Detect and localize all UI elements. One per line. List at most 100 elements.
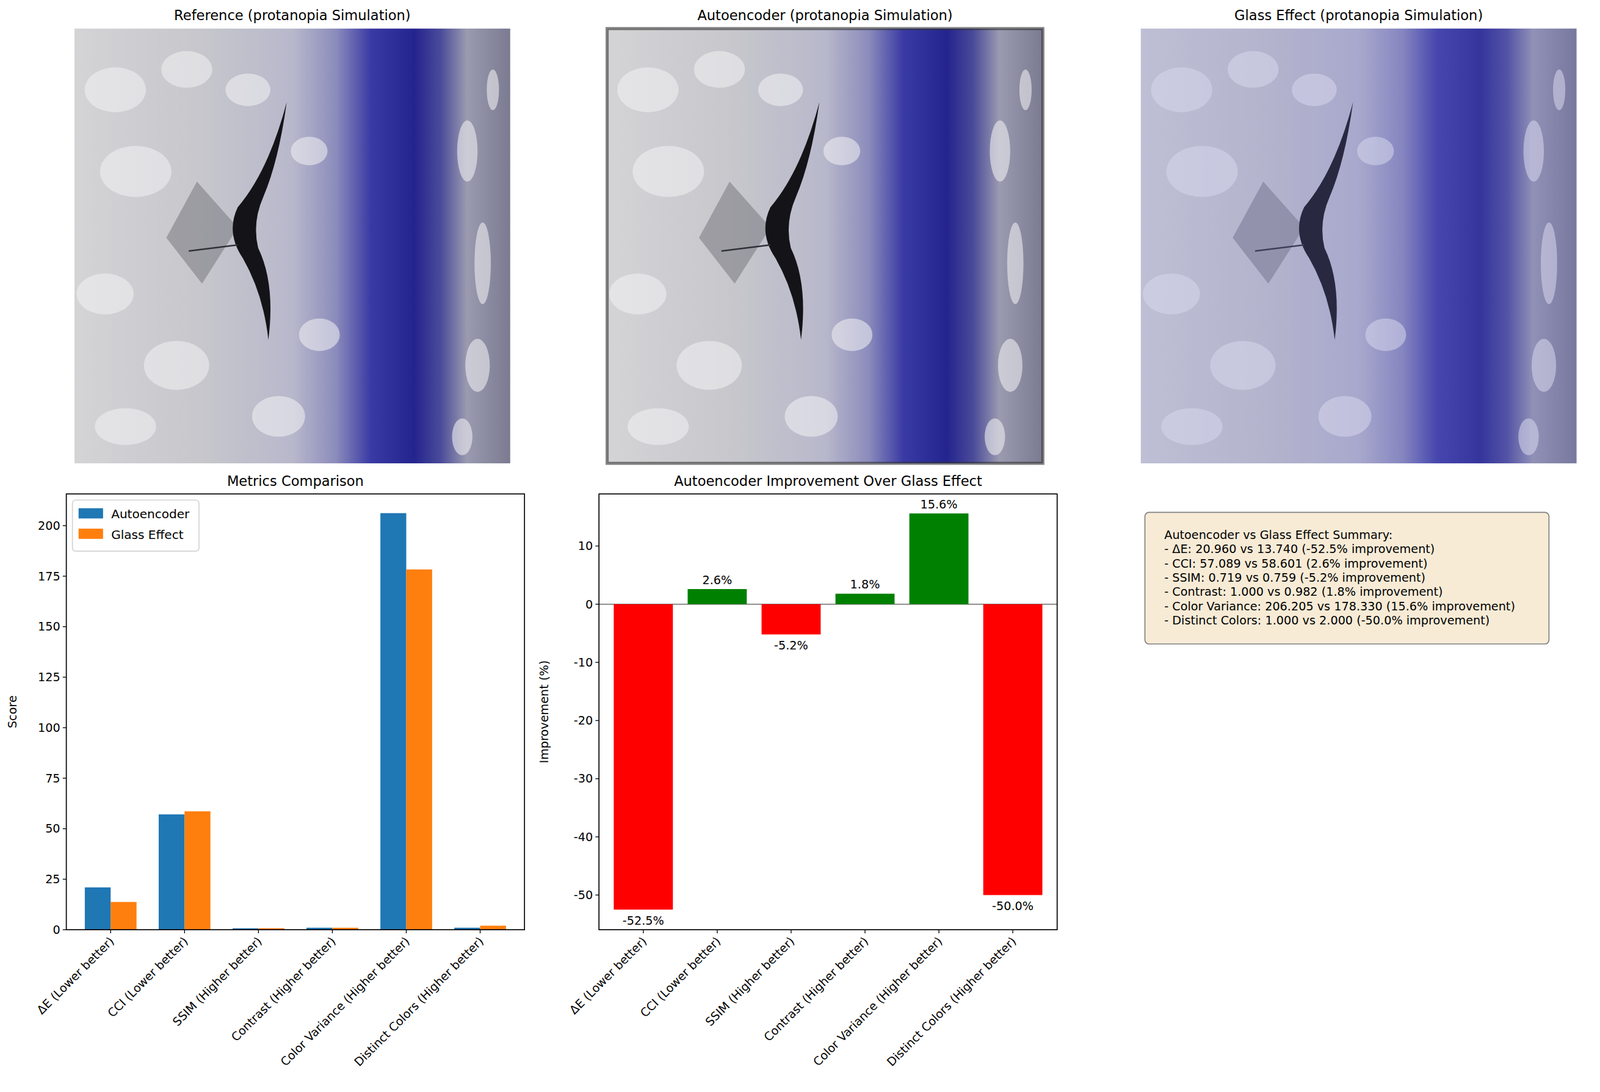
image-cloud [784,396,838,438]
bar [983,604,1043,896]
bar [761,604,822,635]
y-tick-label: 50 [45,821,60,836]
y-tick [595,603,599,605]
image-rock [465,338,490,392]
y-tick-label: 150 [37,619,61,634]
y-tick [62,777,67,779]
summary-line: - CCI: 57.089 vs 58.601 (2.6% improvemen… [1164,556,1428,571]
image-title: Glass Effect (protanopia Simulation) [1234,7,1483,24]
image-cloud [632,145,704,198]
y-tick [62,676,67,678]
image-cloud [694,51,746,88]
image-panel [74,28,511,464]
image-background [607,28,1044,464]
image-ray [232,101,287,341]
legend-label: Autoencoder [111,506,190,522]
image-ray [765,101,820,341]
legend-label: Glass Effect [111,527,184,543]
x-tick [332,929,333,934]
x-tick [642,929,644,934]
image-cloud [225,73,271,107]
image-title: Reference (protanopia Simulation) [173,7,411,24]
image-cloud [758,73,804,107]
x-tick-label: Distinct Colors (Higher better) [351,933,487,1069]
data-label: -50.0% [991,899,1034,914]
summary-line: - Color Variance: 206.205 vs 178.330 (15… [1164,599,1516,614]
x-tick-label: Color Variance (Higher better) [810,933,946,1069]
axes-frame [598,493,1058,930]
image-panel [607,28,1044,464]
chart-title: Autoencoder Improvement Over Glass Effec… [673,473,983,489]
y-tick [62,525,67,527]
x-tick [479,929,481,934]
image-panel [1140,28,1577,464]
y-tick-label: 0 [585,597,593,612]
y-tick-label: 10 [578,539,593,554]
y-tick-label: -30 [573,771,593,786]
summary-line: - Contrast: 1.000 vs 0.982 (1.8% improve… [1164,584,1443,599]
bar [184,811,210,930]
image-cloud [290,136,328,166]
summary-line: - Distinct Colors: 1.000 vs 2.000 (-50.0… [1164,613,1490,628]
x-tick-label: Distinct Colors (Higher better) [883,933,1019,1069]
y-tick [595,894,599,896]
y-tick [595,778,599,779]
image-edge [607,28,1044,464]
x-tick [184,929,185,934]
y-tick-label: -20 [573,713,593,728]
image-title: Autoencoder (protanopia Simulation) [697,7,953,24]
x-tick-label: ΔE (Lower better) [34,933,118,1018]
y-tick-label: 175 [37,569,61,584]
summary-box [1144,512,1549,645]
bar [613,604,673,910]
image-shadow [698,181,771,284]
bar [835,593,895,605]
y-tick [595,545,599,547]
x-tick-label: CCI (Lower better) [104,933,192,1021]
image-shadow [166,181,238,284]
y-tick [62,879,67,880]
plot-area [598,513,1058,910]
axes-frame [66,493,525,930]
image-tail [721,244,771,251]
image-cloud [144,340,210,390]
x-tick [716,929,718,934]
plot-area [84,513,507,931]
x-tick [110,929,112,934]
y-tick-label: 125 [37,670,61,685]
image-rock [984,418,1005,456]
legend-swatch [78,508,104,519]
data-label: 2.6% [702,573,732,588]
image-cloud [609,273,667,315]
image-cloud [76,273,134,315]
y-tick-label: 100 [37,720,61,735]
data-label: 15.6% [920,497,958,512]
image-cloud [627,408,689,446]
image-cloud [94,408,156,446]
image-rock [1019,69,1032,111]
image-cloud [823,136,861,166]
x-tick-label: CCI (Lower better) [637,933,724,1021]
x-tick [938,929,939,934]
image-cloud [161,51,213,88]
figure: Reference (protanopia Simulation) Autoenc… [0,0,1600,1092]
data-label: -52.5% [622,913,665,928]
y-tick [62,828,67,829]
y-axis-label: Improvement (%) [537,660,552,764]
y-tick [62,727,67,729]
image-tint [1140,28,1577,464]
image-cloud [252,396,306,438]
image-rock [989,120,1010,182]
image-rock [998,338,1023,392]
y-tick [62,929,67,930]
chart-title: Metrics Comparison [227,473,364,489]
image-cloud [100,145,172,198]
image-cloud [831,318,873,352]
x-tick [258,929,259,934]
bar [480,926,507,931]
y-tick-label: -40 [573,830,593,845]
summary-line: - SSIM: 0.719 vs 0.759 (-5.2% improvemen… [1164,570,1426,585]
y-tick [62,626,67,627]
x-tick [405,929,407,934]
y-tick-label: -50 [573,888,593,903]
